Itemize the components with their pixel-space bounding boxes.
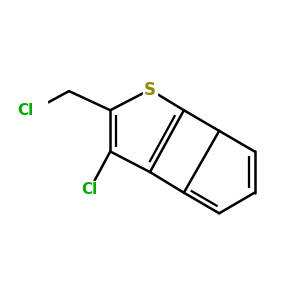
Text: Cl: Cl (17, 103, 34, 118)
Text: S: S (144, 81, 156, 99)
Bar (20, 101, 47, 119)
Text: Cl: Cl (82, 182, 98, 197)
Bar (76, 181, 103, 199)
Bar (142, 81, 158, 98)
